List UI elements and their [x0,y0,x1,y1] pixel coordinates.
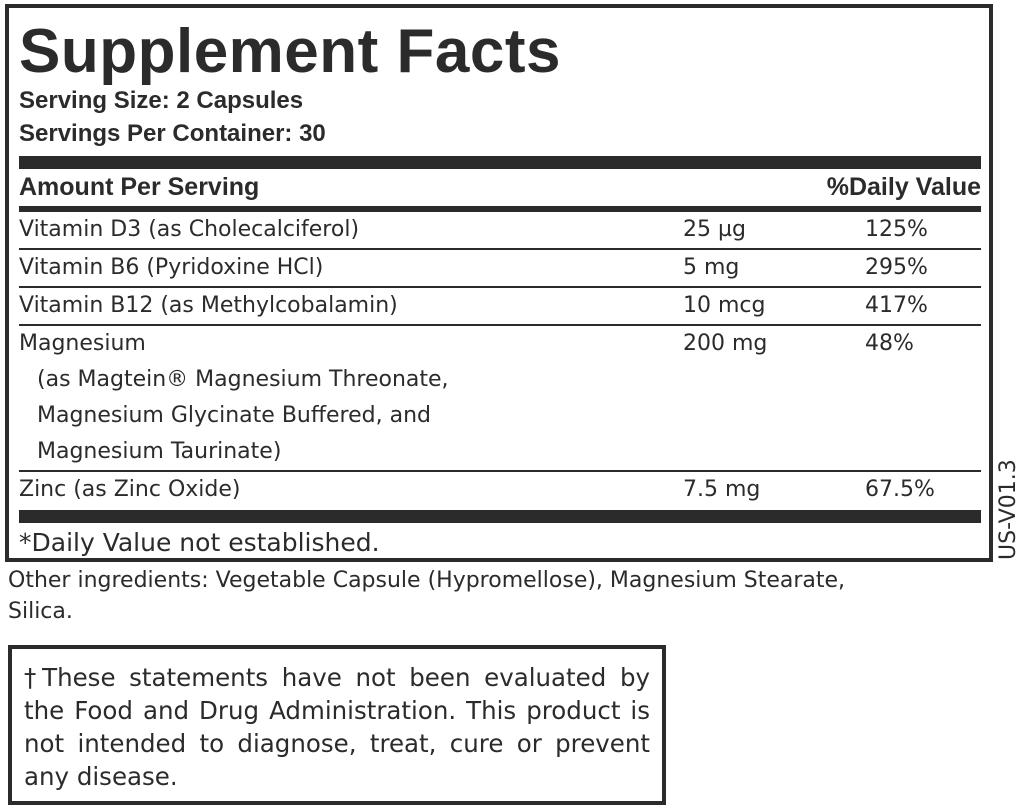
nutrient-table: Vitamin D3 (as Cholecalciferol) 25 µg 125%… [19,212,981,508]
fda-disclaimer: †These statements have not been evaluate… [8,645,666,805]
nutrient-name: Vitamin B12 (as Methylcobalamin) [19,293,398,318]
nutrient-name: Magnesium [19,331,146,356]
nutrient-dv: 125% [865,217,928,242]
nutrient-amount: 10 mcg [683,293,766,318]
nutrient-amount: 7.5 mg [683,477,761,502]
table-row: Vitamin B12 (as Methylcobalamin) 10 mcg 41… [19,288,981,326]
nutrient-dv: 417% [865,293,928,318]
nutrient-amount: 5 mg [683,255,740,280]
table-row: Vitamin B6 (Pyridoxine HCl) 5 mg 295% [19,250,981,288]
nutrient-amount: 200 mg [683,331,768,356]
table-row: Magnesium (as Magtein® Magnesium Threonat… [19,326,981,472]
supplement-facts-panel: Supplement Facts Serving Size: 2 Capsule… [5,4,993,562]
nutrient-name: Vitamin B6 (Pyridoxine HCl) [19,255,324,280]
servings-per-container: Servings Per Container: 30 [19,120,326,147]
nutrient-source: (as Magtein® Magnesium Threonate, [37,367,449,392]
table-header: Amount Per Serving %Daily Value [19,169,981,206]
other-ingredients: Other ingredients: Vegetable Capsule (Hy… [8,568,846,624]
nutrient-dv: 48% [865,331,914,356]
nutrient-dv: 67.5% [865,477,935,502]
nutrient-dv: 295% [865,255,928,280]
nutrient-source: Magnesium Glycinate Buffered, and [37,403,431,428]
amount-header: Amount Per Serving [19,173,260,201]
divider-thick [19,510,981,523]
nutrient-amount: 25 µg [683,217,746,242]
table-row: Zinc (as Zinc Oxide) 7.5 mg 67.5% [19,472,981,508]
nutrient-source: Magnesium Taurinate) [37,439,282,464]
panel-title: Supplement Facts [19,17,561,86]
nutrient-name: Vitamin D3 (as Cholecalciferol) [19,217,360,242]
divider-thick [19,156,981,169]
version-code: US-V01.3 [996,459,1021,560]
dv-header: %Daily Value [826,173,981,201]
nutrient-name: Zinc (as Zinc Oxide) [19,477,241,502]
divider-medium [19,206,981,212]
table-row: Vitamin D3 (as Cholecalciferol) 25 µg 125% [19,212,981,250]
serving-size: Serving Size: 2 Capsules [19,87,304,114]
footnote: *Daily Value not established. [19,528,380,557]
nutrient-name-cell: Magnesium (as Magtein® Magnesium Threonat… [19,326,683,470]
